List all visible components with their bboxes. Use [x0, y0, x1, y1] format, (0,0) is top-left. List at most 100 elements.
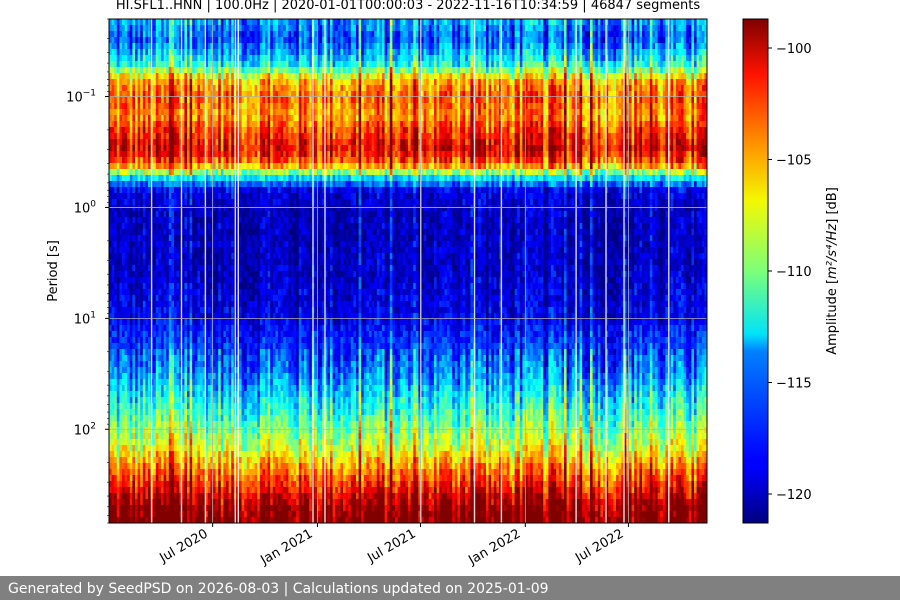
heatmap-cell: [257, 361, 261, 368]
heatmap-cell: [218, 475, 222, 482]
heatmap-cell: [161, 439, 165, 446]
heatmap-cell: [142, 31, 146, 38]
heatmap-cell: [259, 25, 263, 32]
heatmap-cell: [252, 241, 256, 248]
heatmap-cell: [148, 121, 152, 128]
heatmap-cell: [140, 277, 144, 284]
heatmap-cell: [205, 367, 209, 374]
heatmap-cell: [142, 85, 146, 92]
heatmap-cell: [189, 385, 193, 392]
heatmap-cell: [244, 403, 248, 410]
heatmap-cell: [145, 67, 149, 74]
heatmap-cell: [189, 397, 193, 404]
heatmap-cell: [239, 121, 243, 128]
heatmap-cell: [257, 295, 261, 302]
heatmap-cell: [181, 67, 185, 74]
heatmap-cell: [142, 79, 146, 86]
heatmap-cell: [155, 85, 159, 92]
heatmap-cell: [231, 205, 235, 212]
heatmap-cell: [207, 331, 211, 338]
heatmap-cell: [249, 145, 253, 152]
heatmap-cell: [163, 313, 167, 320]
heatmap-cell: [184, 91, 188, 98]
heatmap-cell: [114, 295, 118, 302]
heatmap-cell: [124, 487, 128, 494]
heatmap-cell: [210, 463, 214, 470]
heatmap-cell: [231, 289, 235, 296]
heatmap-cell: [249, 247, 253, 254]
heatmap-cell: [174, 127, 178, 134]
heatmap-cell: [119, 265, 123, 272]
heatmap-cell: [124, 217, 128, 224]
heatmap-cell: [129, 169, 133, 176]
heatmap-cell: [226, 115, 230, 122]
heatmap-cell: [137, 487, 141, 494]
heatmap-cell: [218, 409, 222, 416]
heatmap-cell: [163, 451, 167, 458]
heatmap-cell: [145, 451, 149, 458]
heatmap-cell: [231, 337, 235, 344]
heatmap-cell: [155, 157, 159, 164]
heatmap-cell: [124, 259, 128, 266]
heatmap-cell: [254, 427, 258, 434]
heatmap-cell: [124, 421, 128, 428]
heatmap-cell: [187, 265, 191, 272]
heatmap-cell: [137, 361, 141, 368]
heatmap-cell: [168, 133, 172, 140]
heatmap-cell: [215, 475, 219, 482]
heatmap-cell: [124, 493, 128, 500]
heatmap-cell: [210, 517, 214, 523]
heatmap-cell: [194, 463, 198, 470]
heatmap-cell: [148, 163, 152, 170]
heatmap-cell: [194, 289, 198, 296]
heatmap-cell: [181, 355, 185, 362]
heatmap-cell: [197, 295, 201, 302]
heatmap-cell: [140, 463, 144, 470]
heatmap-cell: [111, 229, 115, 236]
heatmap-cell: [171, 463, 175, 470]
heatmap-cell: [228, 163, 232, 170]
heatmap-cell: [252, 451, 256, 458]
heatmap-cell: [124, 475, 128, 482]
heatmap-cell: [119, 385, 123, 392]
heatmap-cell: [122, 349, 126, 356]
heatmap-cell: [202, 343, 206, 350]
heatmap-cell: [213, 121, 217, 128]
heatmap-cell: [155, 385, 159, 392]
heatmap-cell: [142, 385, 146, 392]
heatmap-cell: [207, 193, 211, 200]
heatmap-cell: [187, 313, 191, 320]
heatmap-cell: [132, 463, 136, 470]
heatmap-cell: [192, 181, 196, 188]
heatmap-cell: [119, 481, 123, 488]
heatmap-cell: [161, 445, 165, 452]
heatmap-cell: [192, 511, 196, 518]
heatmap-cell: [239, 73, 243, 80]
heatmap-cell: [254, 451, 258, 458]
heatmap-cell: [218, 295, 222, 302]
heatmap-cell: [111, 187, 115, 194]
heatmap-cell: [161, 265, 165, 272]
heatmap-cell: [168, 391, 172, 398]
heatmap-cell: [127, 433, 131, 440]
heatmap-cell: [223, 289, 227, 296]
heatmap-cell: [241, 319, 245, 326]
heatmap-cell: [155, 415, 159, 422]
heatmap-cell: [223, 283, 227, 290]
heatmap-cell: [194, 103, 198, 110]
heatmap-cell: [111, 391, 115, 398]
heatmap-cell: [231, 115, 235, 122]
heatmap-cell: [179, 415, 183, 422]
heatmap-cell: [166, 49, 170, 56]
heatmap-cell: [171, 193, 175, 200]
heatmap-cell: [223, 181, 227, 188]
heatmap-cell: [119, 85, 123, 92]
heatmap-cell: [187, 187, 191, 194]
heatmap-cell: [158, 43, 162, 50]
heatmap-cell: [132, 229, 136, 236]
heatmap-cell: [249, 325, 253, 332]
heatmap-cell: [259, 397, 263, 404]
heatmap-cell: [241, 415, 245, 422]
heatmap-cell: [189, 367, 193, 374]
heatmap-cell: [228, 271, 232, 278]
